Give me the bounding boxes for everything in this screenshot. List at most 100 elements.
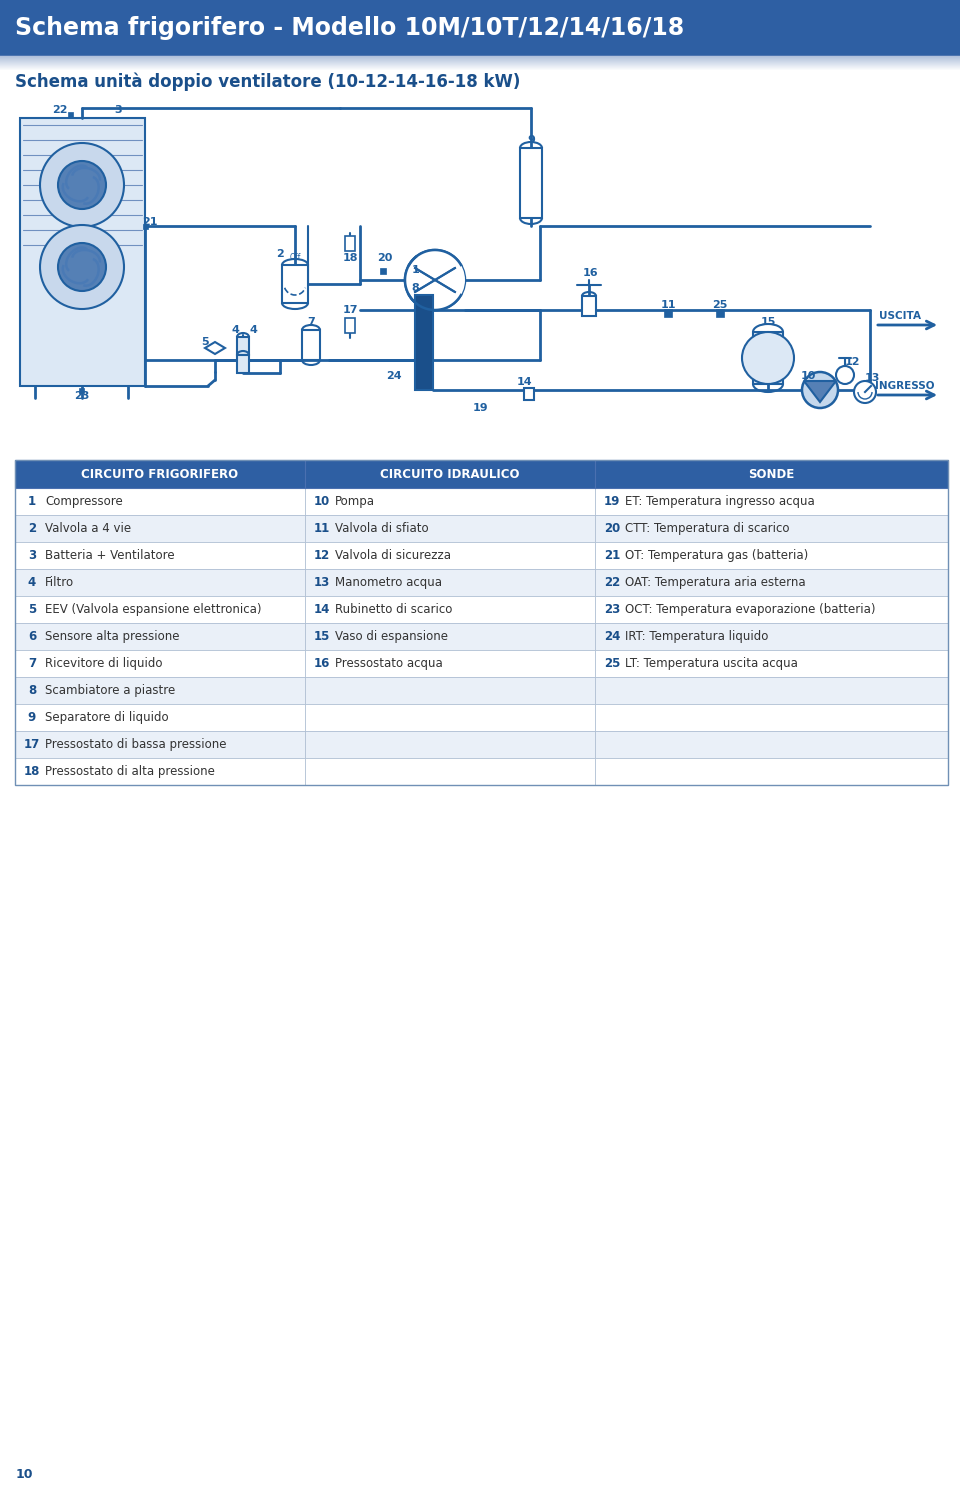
Bar: [305, 487, 595, 516]
Text: 11: 11: [314, 522, 330, 535]
Text: 16: 16: [582, 267, 598, 278]
Bar: [716, 309, 724, 317]
Text: Pressostato acqua: Pressostato acqua: [335, 657, 443, 670]
Bar: [380, 267, 386, 273]
Bar: [595, 704, 948, 731]
Text: 9: 9: [28, 710, 36, 724]
Bar: [345, 236, 355, 251]
Circle shape: [58, 244, 106, 291]
Text: 8: 8: [28, 684, 36, 697]
Text: 14: 14: [314, 603, 330, 617]
Text: 10: 10: [15, 1468, 33, 1480]
Text: 9: 9: [527, 135, 535, 146]
Text: SONDE: SONDE: [749, 468, 795, 480]
Text: 4: 4: [249, 325, 257, 334]
Text: 3: 3: [114, 106, 122, 114]
Bar: [345, 318, 355, 333]
Text: 15: 15: [314, 630, 330, 643]
Text: IRT: Temperatura liquido: IRT: Temperatura liquido: [625, 630, 768, 643]
Bar: [305, 731, 595, 758]
Text: 24: 24: [604, 630, 620, 643]
Text: 14: 14: [516, 377, 532, 386]
Text: 25: 25: [604, 657, 620, 670]
Text: 17: 17: [24, 739, 40, 750]
Bar: [305, 758, 595, 785]
Bar: [15, 704, 305, 731]
Text: 5: 5: [202, 337, 209, 348]
Text: Compressore: Compressore: [45, 495, 123, 508]
Text: Batteria + Ventilatore: Batteria + Ventilatore: [45, 548, 175, 562]
Text: ET: Temperatura ingresso acqua: ET: Temperatura ingresso acqua: [625, 495, 815, 508]
Circle shape: [742, 331, 794, 383]
Polygon shape: [804, 380, 836, 403]
Circle shape: [836, 366, 854, 383]
Text: 7: 7: [28, 657, 36, 670]
Text: Scambiatore a piastre: Scambiatore a piastre: [45, 684, 176, 697]
Bar: [595, 758, 948, 785]
Circle shape: [40, 224, 124, 309]
Text: CTT: Temperatura di scarico: CTT: Temperatura di scarico: [625, 522, 789, 535]
Text: 21: 21: [142, 217, 157, 227]
Text: 20: 20: [377, 253, 393, 263]
Text: 1: 1: [412, 265, 420, 275]
Bar: [0, 0, 960, 56]
Text: 23: 23: [74, 391, 89, 401]
Bar: [15, 461, 948, 785]
Bar: [237, 355, 249, 373]
Text: Schema frigorifero - Modello 10M/10T/12/14/16/18: Schema frigorifero - Modello 10M/10T/12/…: [15, 16, 684, 40]
Bar: [282, 265, 308, 303]
Text: 22: 22: [52, 106, 68, 114]
Text: Ricevitore di liquido: Ricevitore di liquido: [45, 657, 162, 670]
Bar: [15, 487, 305, 516]
Text: Rubinetto di scarico: Rubinetto di scarico: [335, 603, 452, 617]
Bar: [595, 731, 948, 758]
Circle shape: [802, 372, 838, 409]
Bar: [305, 649, 595, 678]
Text: 16: 16: [314, 657, 330, 670]
Bar: [20, 117, 145, 386]
Bar: [595, 678, 948, 704]
Text: 19: 19: [472, 403, 488, 413]
Text: CIRCUITO FRIGORIFERO: CIRCUITO FRIGORIFERO: [82, 468, 239, 480]
Text: 10: 10: [314, 495, 330, 508]
Text: OCT: Temperatura evaporazione (batteria): OCT: Temperatura evaporazione (batteria): [625, 603, 876, 617]
Circle shape: [58, 160, 106, 210]
Text: 18: 18: [24, 765, 40, 779]
Bar: [79, 388, 84, 392]
Text: 25: 25: [712, 300, 728, 311]
Text: 19: 19: [604, 495, 620, 508]
Bar: [15, 758, 305, 785]
Bar: [305, 704, 595, 731]
Bar: [595, 487, 948, 516]
Circle shape: [405, 250, 465, 311]
Bar: [582, 296, 596, 317]
Bar: [15, 516, 305, 542]
Text: 5: 5: [28, 603, 36, 617]
Bar: [305, 516, 595, 542]
Polygon shape: [205, 342, 225, 354]
Bar: [520, 149, 542, 218]
Text: 12: 12: [844, 357, 860, 367]
Bar: [305, 542, 595, 569]
Text: 12: 12: [314, 548, 330, 562]
Text: OAT: Temperatura aria esterna: OAT: Temperatura aria esterna: [625, 577, 805, 588]
Text: 3: 3: [28, 548, 36, 562]
Bar: [595, 542, 948, 569]
Text: 4: 4: [28, 577, 36, 588]
Bar: [415, 296, 433, 389]
Circle shape: [405, 250, 465, 311]
Bar: [15, 731, 305, 758]
Bar: [753, 331, 783, 383]
Bar: [305, 623, 595, 649]
Text: 2: 2: [28, 522, 36, 535]
Text: Vaso di espansione: Vaso di espansione: [335, 630, 448, 643]
Bar: [305, 461, 595, 487]
Text: 18: 18: [343, 253, 358, 263]
Text: Schema unità doppio ventilatore (10-12-14-16-18 kW): Schema unità doppio ventilatore (10-12-1…: [15, 73, 520, 91]
Text: Off: Off: [289, 254, 300, 263]
Text: 7: 7: [307, 317, 315, 327]
Text: 13: 13: [314, 577, 330, 588]
Text: Valvola a 4 vie: Valvola a 4 vie: [45, 522, 132, 535]
Text: Sensore alta pressione: Sensore alta pressione: [45, 630, 180, 643]
Bar: [595, 569, 948, 596]
